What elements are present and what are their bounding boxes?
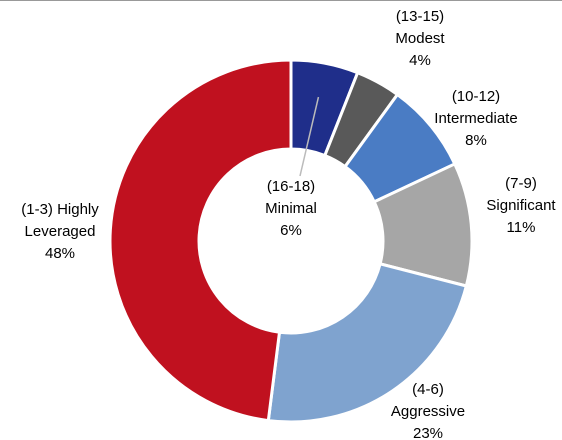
label-line: (7-9) (505, 175, 537, 192)
slice-label: (7-9) Significant 11% (486, 175, 556, 236)
label-line: (16-18) (267, 178, 315, 195)
value-label: 8% (465, 132, 487, 149)
value-label: 48% (45, 245, 75, 262)
label-line: Intermediate (434, 110, 517, 127)
slice-label: (4-6) Aggressive 23% (391, 381, 465, 440)
label-line: (1-3) Highly (21, 201, 99, 218)
label-line: Modest (395, 30, 445, 47)
label-line: (13-15) (396, 8, 444, 25)
label-line: Significant (486, 197, 556, 214)
leader-line (299, 96, 320, 177)
slice-label: (13-15) Modest 4% (395, 8, 445, 69)
slice-label: (10-12) Intermediate 8% (434, 88, 517, 149)
label-line: (4-6) (412, 381, 444, 398)
slice-label: (1-3) Highly Leveraged 48% (21, 201, 99, 262)
donut-slice (266, 262, 469, 424)
label-line: Leveraged (25, 223, 96, 240)
value-label: 4% (409, 52, 431, 69)
value-label: 23% (413, 425, 443, 440)
value-label: 6% (280, 222, 302, 239)
donut-slice (108, 58, 293, 423)
value-label: 11% (507, 219, 536, 236)
slice-label: (16-18) Minimal 6% (265, 178, 317, 239)
label-line: (10-12) (452, 88, 500, 105)
label-line: Minimal (265, 200, 317, 217)
label-line: Aggressive (391, 403, 465, 420)
